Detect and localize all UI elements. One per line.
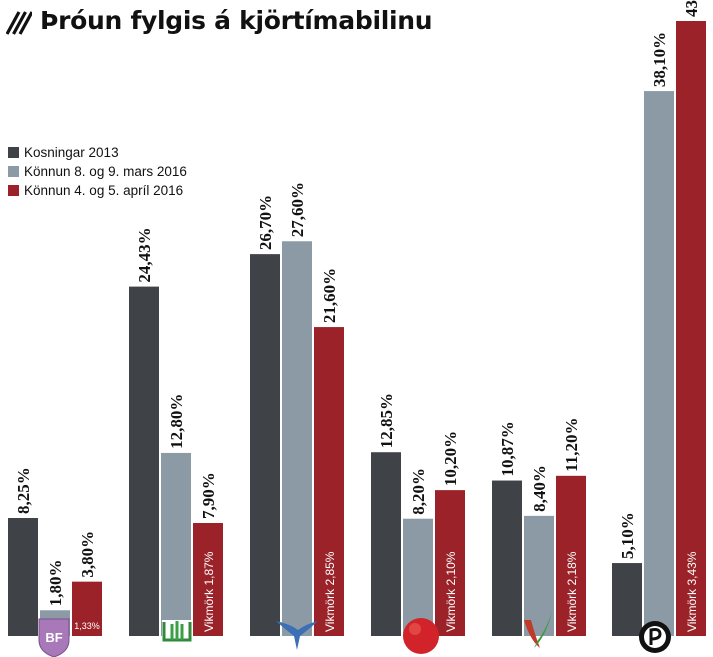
bar	[371, 452, 401, 636]
legend-item: Kosningar 2013	[8, 143, 187, 162]
bar	[314, 327, 344, 636]
legend-label: Kosningar 2013	[24, 145, 119, 160]
labels-layer: 8,25% 1,80% 3,80% 1,33% 24,43% 12,80% 7,90% Vik…	[14, 0, 701, 632]
bar	[250, 254, 280, 636]
bar	[8, 518, 38, 636]
chart-legend: Kosningar 2013 Könnun 8. og 9. mars 2016…	[8, 143, 187, 200]
bar	[161, 452, 191, 636]
value-label: 21,60%	[320, 268, 339, 323]
value-label: 8,25%	[14, 467, 33, 514]
margin-of-error-label: Vikmörk 2,18%	[565, 551, 579, 632]
value-label: 12,80%	[167, 394, 186, 449]
value-label: 10,87%	[498, 421, 517, 476]
legend-swatch-mars	[8, 166, 19, 177]
margin-of-error-label: 1,33%	[74, 621, 100, 631]
value-label: 38,10%	[650, 32, 669, 87]
bf-logo: BF	[38, 618, 70, 657]
bar	[193, 523, 223, 636]
legend-item: Könnun 4. og 5. apríl 2016	[8, 181, 187, 200]
bar	[612, 563, 642, 636]
margin-of-error-label: Vikmörk 3,43%	[685, 551, 699, 632]
value-label: 8,40%	[530, 465, 549, 512]
legend-swatch-april	[8, 185, 19, 196]
margin-of-error-label: Vikmörk 1,87%	[202, 551, 216, 632]
bar	[129, 286, 159, 636]
framsokn-logo	[162, 620, 192, 642]
hatch-icon	[6, 11, 32, 35]
legend-swatch-2013	[8, 147, 19, 158]
value-label: 3,80%	[78, 531, 97, 578]
value-label: 8,20%	[409, 468, 428, 515]
chart-title: Þróun fylgis á kjörtímabilinu	[40, 6, 433, 35]
pirate-logo	[639, 621, 671, 653]
vg-logo	[524, 612, 552, 648]
value-label: 26,70%	[256, 195, 275, 250]
bar	[524, 515, 554, 636]
falcon-logo	[276, 621, 318, 650]
legend-item: Könnun 8. og 9. mars 2016	[8, 162, 187, 181]
bars-layer	[8, 21, 706, 637]
logos-layer: BF	[38, 612, 671, 657]
value-label: 27,60%	[288, 182, 307, 237]
value-label: 1,80%	[46, 560, 65, 607]
bf-logo-text: BF	[45, 630, 62, 645]
value-label: 43,00%	[682, 0, 701, 17]
rose-logo	[403, 618, 439, 654]
margin-of-error-label: Vikmörk 2,10%	[444, 551, 458, 632]
margin-of-error-label: Vikmörk 2,85%	[323, 551, 337, 632]
bar	[435, 490, 465, 636]
bar	[72, 581, 102, 636]
value-label: 11,20%	[562, 418, 581, 472]
value-label: 12,85%	[377, 393, 396, 448]
value-label: 7,90%	[199, 472, 218, 519]
value-label: 5,10%	[618, 512, 637, 559]
legend-label: Könnun 4. og 5. apríl 2016	[24, 183, 184, 198]
legend-label: Könnun 8. og 9. mars 2016	[24, 164, 187, 179]
bar	[403, 518, 433, 636]
bar	[644, 91, 674, 636]
bar	[556, 475, 586, 636]
value-label: 24,43%	[135, 227, 154, 282]
bar	[676, 21, 706, 636]
value-label: 10,20%	[441, 431, 460, 486]
bar	[282, 241, 312, 637]
bar	[492, 480, 522, 636]
